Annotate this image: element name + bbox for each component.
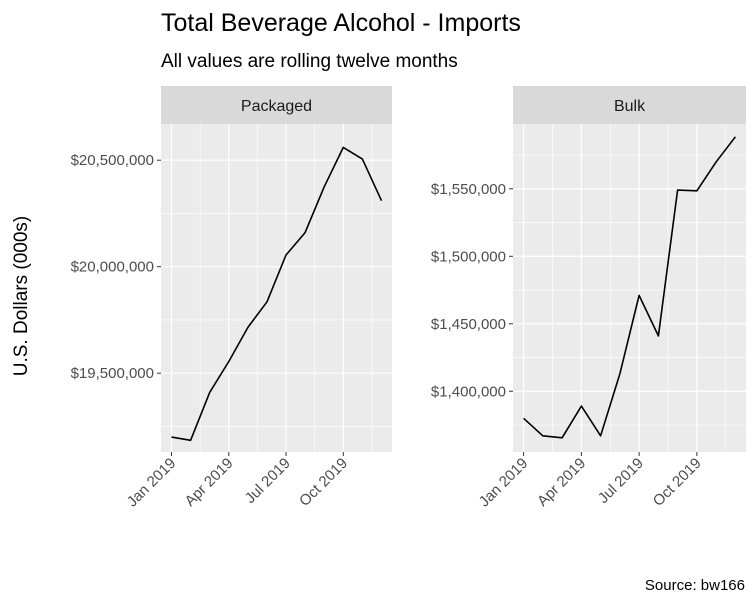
x-tick-label: Oct 2019 — [650, 455, 705, 510]
x-tick-label: Jul 2019 — [595, 455, 647, 507]
x-tick-label: Jan 2019 — [124, 455, 180, 511]
series-line-packaged — [171, 146, 383, 442]
y-tick-label: $20,500,000 — [71, 152, 154, 169]
y-tick-label: $1,500,000 — [431, 248, 506, 265]
series-line-bulk — [523, 136, 737, 439]
y-tick-label: $1,400,000 — [431, 383, 506, 400]
y-tick-label: $1,450,000 — [431, 316, 506, 333]
facet-strip — [513, 86, 746, 124]
y-tick-label: $20,000,000 — [71, 259, 154, 276]
y-tick-label: $19,500,000 — [71, 365, 154, 382]
panel-bulk: $1,400,000 $1,450,000 $1,500,000 $1,550,000… — [431, 86, 746, 510]
y-axis-title: U.S. Dollars (000s) — [11, 216, 32, 377]
panel-background — [513, 124, 746, 452]
facet-strip — [161, 86, 392, 124]
chart-title: Total Beverage Alcohol - Imports — [161, 9, 521, 37]
x-tick-label: Oct 2019 — [296, 455, 351, 510]
x-tick-label: Apr 2019 — [534, 455, 589, 510]
x-tick-label: Apr 2019 — [182, 455, 237, 510]
chart-subtitle: All values are rolling twelve months — [161, 51, 458, 72]
facet-strip-label: Bulk — [614, 98, 646, 115]
x-tick-label: Jan 2019 — [476, 455, 532, 511]
facet-strip-label: Packaged — [241, 98, 312, 115]
chart-caption: Source: bw166 — [645, 577, 745, 594]
panel-packaged: $19,500,000 $20,000,000 $20,500,000 Jan 201… — [71, 86, 392, 510]
y-tick-label: $1,550,000 — [431, 181, 506, 198]
x-tick-label: Jul 2019 — [242, 455, 294, 507]
chart-panels: $19,500,000 $20,000,000 $20,500,000 Jan 201… — [71, 86, 746, 510]
panel-background — [161, 124, 392, 452]
